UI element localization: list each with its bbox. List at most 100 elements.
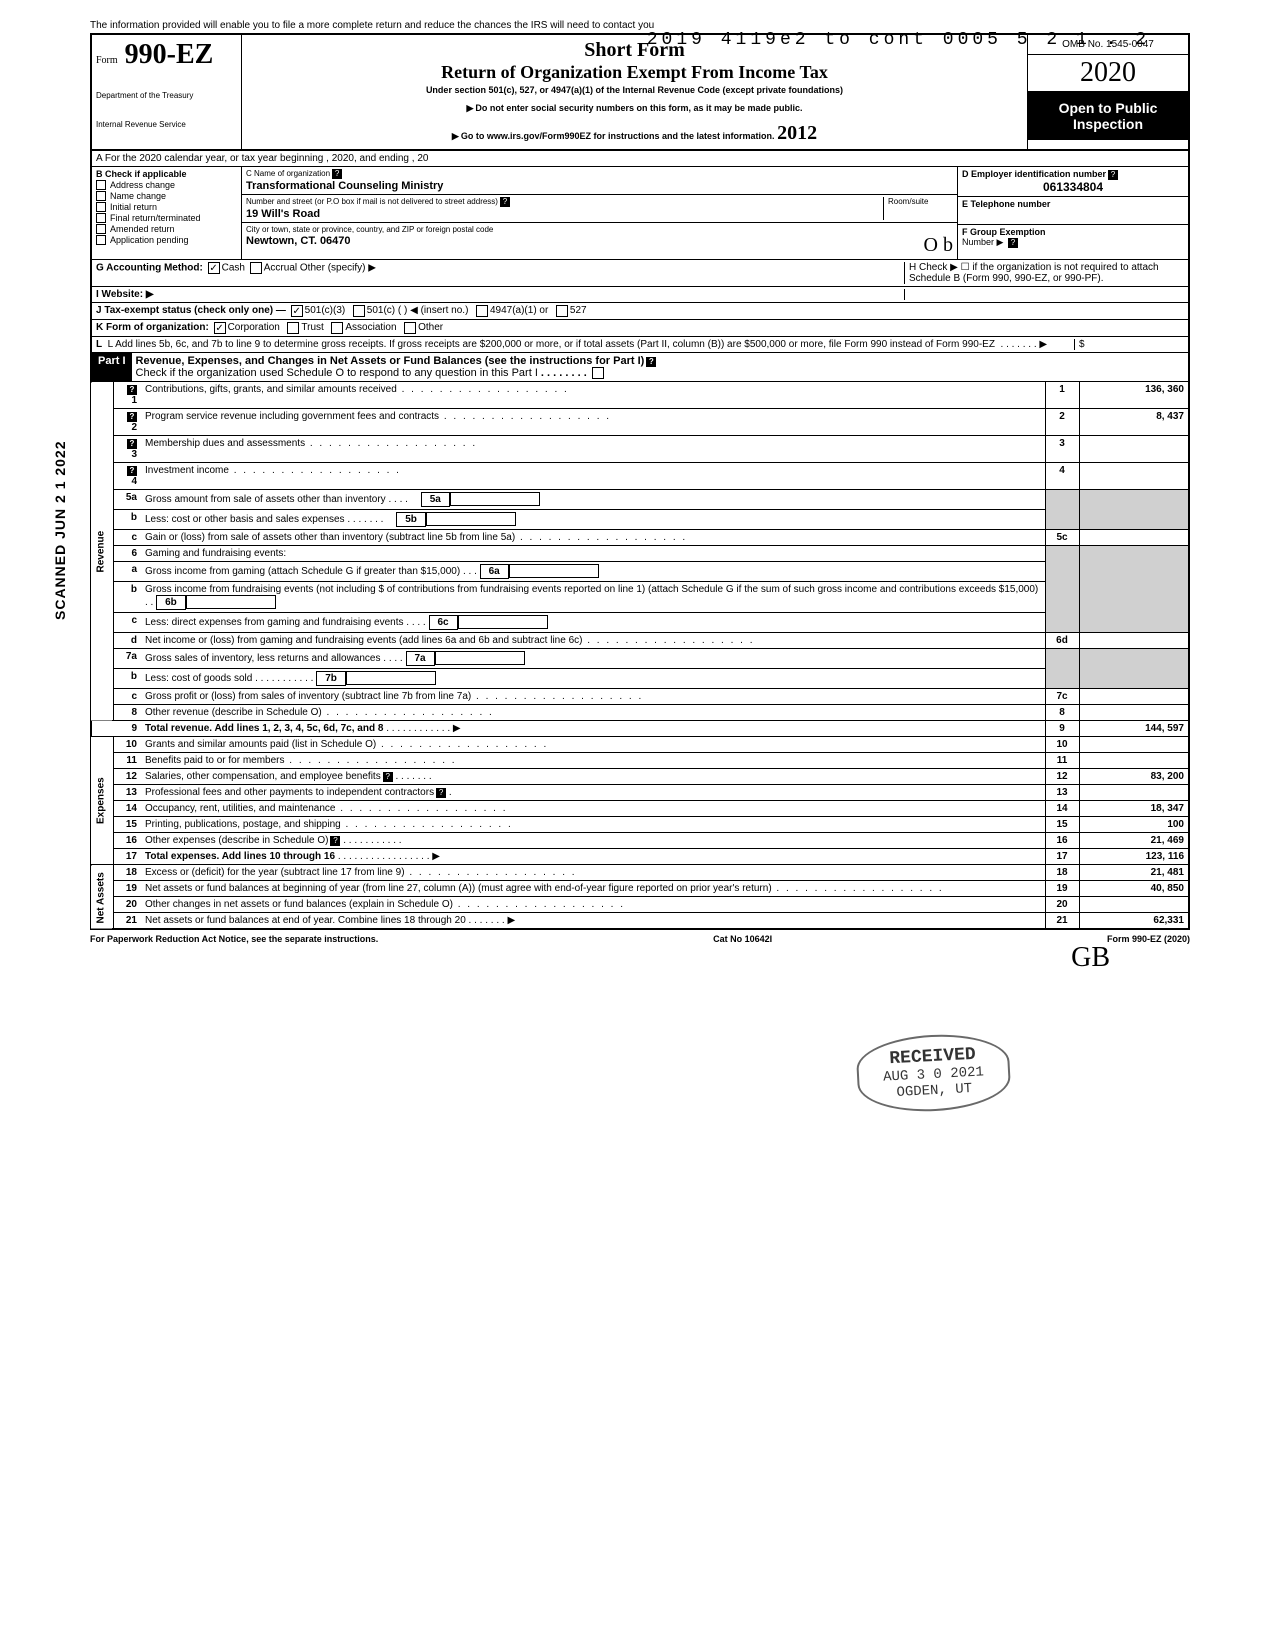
lamt: 40, 850 — [1079, 881, 1189, 897]
lamt: 21, 481 — [1079, 865, 1189, 881]
ld: Other expenses (describe in Schedule O) — [145, 835, 328, 846]
main-title: Return of Organization Exempt From Incom… — [250, 62, 1019, 83]
ibox: 5b — [405, 514, 417, 525]
help-icon[interactable]: ? — [330, 836, 340, 846]
cb-address[interactable] — [96, 180, 106, 190]
b-opt-0: Address change — [110, 180, 175, 190]
lamt: 144, 597 — [1079, 721, 1189, 737]
footer-right: Form 990-EZ (2020) — [1107, 934, 1190, 944]
help-icon[interactable]: ? — [1108, 170, 1118, 180]
ln: 20 — [113, 897, 141, 913]
i-label: I Website: ▶ — [96, 289, 154, 300]
cb-amended[interactable] — [96, 224, 106, 234]
lamt — [1079, 897, 1189, 913]
ld: Grants and similar amounts paid (list in… — [141, 737, 1045, 753]
k-2: Association — [345, 322, 396, 334]
ln: 12 — [113, 769, 141, 785]
lbox: 3 — [1045, 436, 1079, 463]
ld: Gross income from gaming (attach Schedul… — [145, 566, 460, 577]
page-footer: For Paperwork Reduction Act Notice, see … — [90, 934, 1190, 944]
cb-501c3[interactable] — [291, 305, 303, 317]
help-icon[interactable]: ? — [127, 439, 137, 449]
cb-part1[interactable] — [592, 367, 604, 379]
j-3: 527 — [570, 305, 587, 317]
cb-initial[interactable] — [96, 202, 106, 212]
col-b: B Check if applicable Address change Nam… — [92, 167, 242, 259]
lamt — [1079, 689, 1189, 705]
part1-title: Revenue, Expenses, and Changes in Net As… — [136, 355, 645, 367]
ln: b — [113, 582, 141, 613]
cb-pending[interactable] — [96, 235, 106, 245]
public-inspection: Open to Public Inspection — [1028, 92, 1188, 140]
ln: c — [113, 689, 141, 705]
k-3: Other — [418, 322, 443, 334]
ld: Gross income from fundraising events (no… — [145, 584, 1038, 595]
ssn-warning: Do not enter social security numbers on … — [250, 103, 1019, 114]
cb-name[interactable] — [96, 191, 106, 201]
help-icon[interactable]: ? — [646, 357, 656, 367]
cb-final[interactable] — [96, 213, 106, 223]
help-icon[interactable]: ? — [127, 385, 137, 395]
ibox: 7b — [325, 673, 337, 684]
ln: 17 — [113, 849, 141, 865]
ld: Benefits paid to or for members — [141, 753, 1045, 769]
help-icon[interactable]: ? — [127, 466, 137, 476]
b-opt-5: Application pending — [110, 235, 189, 245]
ld: Membership dues and assessments — [141, 436, 1045, 463]
c-name-lbl: C Name of organization — [246, 169, 330, 178]
lbox: 4 — [1045, 463, 1079, 490]
k-label: K Form of organization: — [96, 322, 209, 334]
help-icon[interactable]: ? — [383, 772, 393, 782]
ln: 15 — [113, 817, 141, 833]
row-k: K Form of organization: Corporation Trus… — [90, 320, 1190, 337]
cb-501c[interactable] — [353, 305, 365, 317]
ld: Total expenses. Add lines 10 through 16 — [145, 851, 335, 862]
lbox: 12 — [1045, 769, 1079, 785]
cb-other-k[interactable] — [404, 322, 416, 334]
ln: 10 — [113, 737, 141, 753]
ld: Investment income — [141, 463, 1045, 490]
g-other: Other (specify) — [300, 263, 366, 274]
ln: 14 — [113, 801, 141, 817]
ibox: 6a — [489, 566, 500, 577]
lamt — [1079, 753, 1189, 769]
lamt: 123, 116 — [1079, 849, 1189, 865]
cb-assoc[interactable] — [331, 322, 343, 334]
footer-left: For Paperwork Reduction Act Notice, see … — [90, 934, 378, 944]
help-icon[interactable]: ? — [500, 197, 510, 207]
public-1: Open to Public — [1032, 100, 1184, 116]
help-icon[interactable]: ? — [1008, 238, 1018, 248]
row-j: J Tax-exempt status (check only one) — 5… — [90, 303, 1190, 320]
lbox: 2 — [1045, 409, 1079, 436]
cb-cash[interactable] — [208, 262, 220, 274]
under-section: Under section 501(c), 527, or 4947(a)(1)… — [250, 85, 1019, 95]
dept-1: Department of the Treasury — [96, 91, 237, 100]
ld: Gaming and fundraising events: — [141, 546, 1045, 562]
lamt — [1079, 737, 1189, 753]
help-icon[interactable]: ? — [332, 169, 342, 179]
cb-corp[interactable] — [214, 322, 226, 334]
cb-4947[interactable] — [476, 305, 488, 317]
form-header: Form 990-EZ Department of the Treasury I… — [90, 33, 1190, 151]
help-icon[interactable]: ? — [436, 788, 446, 798]
city-hw: O b — [924, 234, 953, 257]
received-stamp: RECEIVED AUG 3 0 2021 OGDEN, UT — [855, 1031, 1012, 1115]
side-expenses: Expenses — [91, 737, 113, 865]
cb-527[interactable] — [556, 305, 568, 317]
ln: 19 — [113, 881, 141, 897]
dept-2: Internal Revenue Service — [96, 120, 237, 129]
ld: Other revenue (describe in Schedule O) — [141, 705, 1045, 721]
lbox: 15 — [1045, 817, 1079, 833]
b-opt-2: Initial return — [110, 202, 157, 212]
row-l: L L Add lines 5b, 6c, and 7b to line 9 t… — [90, 337, 1190, 353]
org-addr: 19 Will's Road — [246, 208, 883, 220]
cb-accrual[interactable] — [250, 262, 262, 274]
form-page: 2019 4119e2 to cont 0005 5 2 1 . 2 The i… — [90, 20, 1190, 944]
ld: Net income or (loss) from gaming and fun… — [141, 633, 1045, 649]
cb-trust[interactable] — [287, 322, 299, 334]
help-icon[interactable]: ? — [127, 412, 137, 422]
ld: Contributions, gifts, grants, and simila… — [141, 382, 1045, 409]
lbox: 7c — [1045, 689, 1079, 705]
ld: Less: cost of goods sold — [145, 673, 252, 684]
j-2: 4947(a)(1) or — [490, 305, 548, 317]
